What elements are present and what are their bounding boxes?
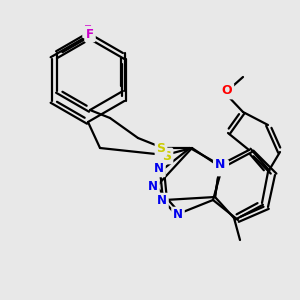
Text: O: O (222, 85, 232, 98)
Text: S: S (157, 142, 166, 154)
Text: N: N (173, 208, 183, 221)
Text: S: S (163, 149, 172, 163)
Text: N: N (157, 194, 167, 208)
Text: N: N (217, 161, 227, 175)
Text: F: F (84, 23, 92, 37)
Text: N: N (215, 158, 225, 172)
Text: N: N (154, 163, 164, 176)
Text: N: N (148, 181, 158, 194)
Text: F: F (86, 28, 94, 40)
